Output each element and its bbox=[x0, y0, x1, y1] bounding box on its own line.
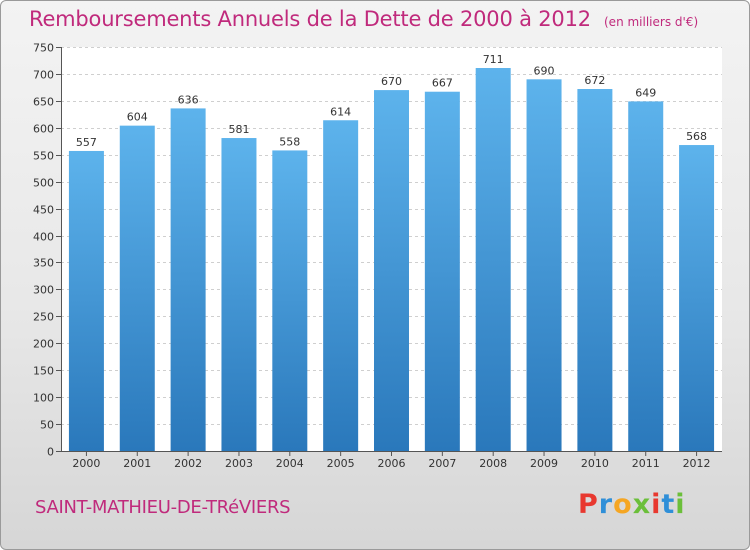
x-tick-label: 2000 bbox=[72, 457, 100, 470]
proxiti-logo-letter: i bbox=[675, 489, 686, 520]
bar-value-label: 649 bbox=[635, 86, 656, 99]
bar bbox=[526, 79, 562, 451]
bar-value-label: 711 bbox=[483, 53, 504, 66]
proxiti-logo-letter: i bbox=[651, 489, 662, 520]
x-tick-label: 2003 bbox=[225, 457, 253, 470]
bar-value-label: 568 bbox=[686, 130, 707, 143]
bar-value-label: 636 bbox=[178, 93, 199, 106]
bar-value-label: 670 bbox=[381, 75, 402, 88]
x-tick-label: 2001 bbox=[123, 457, 151, 470]
x-tick-label: 2008 bbox=[479, 457, 507, 470]
x-tick-label: 2011 bbox=[632, 457, 660, 470]
bar-value-label: 614 bbox=[330, 105, 351, 118]
bar bbox=[374, 90, 409, 452]
x-tick-label: 2007 bbox=[428, 457, 456, 470]
bar-value-label: 690 bbox=[534, 64, 555, 77]
y-tick-label: 200 bbox=[33, 338, 54, 351]
y-tick-label: 250 bbox=[33, 311, 54, 324]
y-tick-label: 300 bbox=[33, 284, 54, 297]
proxiti-logo-letter: P bbox=[578, 489, 599, 520]
y-tick-label: 0 bbox=[47, 446, 54, 459]
commune-name: SAINT-MATHIEU-DE-TRéVIERS bbox=[35, 497, 291, 518]
y-tick-label: 150 bbox=[33, 365, 54, 378]
bar-value-label: 672 bbox=[584, 74, 605, 87]
bar bbox=[424, 91, 460, 451]
x-tick-label: 2010 bbox=[581, 457, 609, 470]
x-tick-label: 2005 bbox=[327, 457, 355, 470]
y-tick-label: 50 bbox=[40, 419, 54, 432]
bar bbox=[628, 101, 664, 451]
proxiti-logo-letter: x bbox=[632, 489, 652, 520]
y-tick-label: 650 bbox=[33, 96, 54, 109]
x-tick-label: 2002 bbox=[174, 457, 202, 470]
y-tick-label: 550 bbox=[33, 150, 54, 163]
bar bbox=[323, 120, 359, 451]
bar-value-label: 581 bbox=[228, 123, 249, 136]
y-tick-label: 500 bbox=[33, 177, 54, 190]
bar-value-label: 604 bbox=[127, 111, 148, 124]
proxiti-logo-letter: r bbox=[598, 489, 614, 520]
bar-value-label: 558 bbox=[279, 135, 300, 148]
bar bbox=[221, 138, 257, 451]
bar bbox=[68, 150, 104, 452]
bar bbox=[272, 150, 308, 451]
bar bbox=[679, 145, 715, 451]
x-tick-label: 2009 bbox=[530, 457, 558, 470]
y-tick-label: 750 bbox=[33, 42, 54, 55]
proxiti-logo: Proxiti bbox=[578, 489, 686, 520]
x-tick-label: 2006 bbox=[378, 457, 406, 470]
bar-value-label: 667 bbox=[432, 77, 453, 90]
y-tick-label: 400 bbox=[33, 231, 54, 244]
y-tick-label: 600 bbox=[33, 123, 54, 136]
y-tick-label: 700 bbox=[33, 69, 54, 82]
chart-title: Remboursements Annuels de la Dette de 20… bbox=[29, 7, 591, 31]
proxiti-logo-letter: o bbox=[613, 489, 633, 520]
bar-value-label: 557 bbox=[76, 136, 97, 149]
x-tick-label: 2012 bbox=[683, 457, 711, 470]
y-tick-label: 350 bbox=[33, 257, 54, 270]
proxiti-logo-letter: t bbox=[661, 489, 676, 520]
bar bbox=[475, 68, 511, 452]
bar bbox=[170, 108, 206, 452]
x-tick-label: 2004 bbox=[276, 457, 304, 470]
bar bbox=[577, 89, 613, 452]
title-row: Remboursements Annuels de la Dette de 20… bbox=[29, 7, 698, 31]
chart-unit: (en milliers d'€) bbox=[604, 15, 699, 29]
y-tick-label: 450 bbox=[33, 204, 54, 217]
bar bbox=[119, 125, 155, 452]
y-tick-label: 100 bbox=[33, 392, 54, 405]
